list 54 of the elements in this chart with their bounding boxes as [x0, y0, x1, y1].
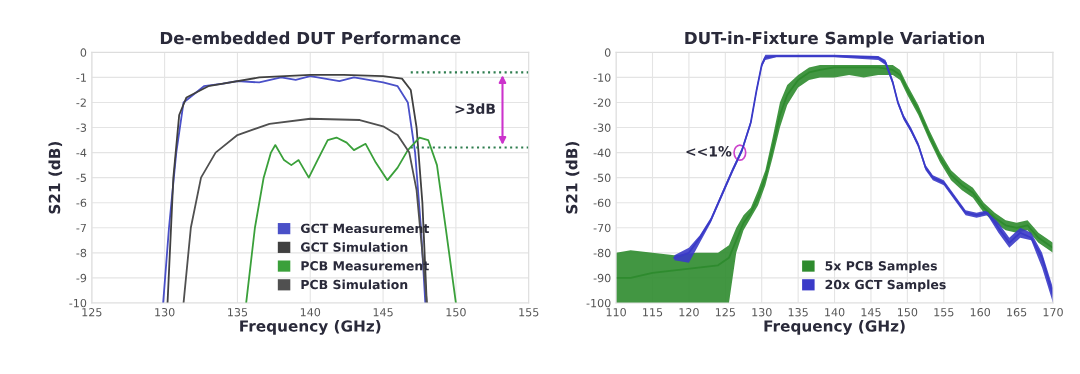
x-tick-label: 135	[228, 308, 248, 317]
y-tick-label: -8	[76, 248, 87, 258]
x-tick-label: 155	[934, 308, 954, 317]
x-tick-label: 120	[679, 308, 699, 317]
x-tick-label: 125	[82, 308, 102, 317]
x-tick-label: 165	[1007, 308, 1027, 317]
chart-title: De-embedded DUT Performance	[160, 31, 461, 45]
y-tick-label: -5	[76, 173, 86, 183]
x-tick-label: 170	[1043, 308, 1063, 317]
y-tick-label: -1	[76, 73, 86, 82]
y-tick-label: -80	[593, 248, 611, 258]
y-tick-label: -2	[76, 98, 86, 107]
x-tick-label: 145	[861, 308, 881, 317]
y-tick-label: -40	[593, 148, 611, 157]
x-tick-label: 160	[970, 308, 991, 317]
y-tick-label: -7	[76, 223, 86, 232]
annotation: <<1%	[686, 146, 732, 157]
x-tick-label: 140	[825, 308, 845, 317]
y-tick-label: 0	[604, 48, 611, 57]
annotation: >3dB	[455, 103, 495, 115]
legend-label: 5x PCB Samples	[825, 260, 937, 273]
x-axis-title: Frequency (GHz)	[240, 319, 381, 335]
y-tick-label: -10	[69, 298, 87, 308]
y-tick-label: -3	[76, 123, 87, 132]
x-tick-label: 145	[373, 308, 393, 317]
legend-label: GCT Simulation	[300, 242, 408, 252]
x-tick-label: 150	[446, 308, 466, 317]
y-tick-label: -6	[76, 198, 87, 208]
x-tick-label: 125	[715, 308, 735, 317]
y-tick-label: -100	[586, 298, 611, 308]
x-tick-label: 135	[788, 308, 808, 317]
y-tick-label: -90	[593, 273, 611, 283]
x-tick-label: 140	[300, 308, 321, 317]
x-tick-label: 150	[897, 308, 918, 317]
y-tick-label: -4	[76, 148, 87, 157]
x-axis-title: Frequency (GHz)	[764, 319, 905, 335]
y-tick-label: -9	[76, 273, 87, 283]
x-tick-label: 115	[643, 308, 663, 317]
y-tick-label: -50	[593, 173, 611, 183]
y-axis-title: S21 (dB)	[48, 141, 63, 214]
y-tick-label: -10	[593, 73, 611, 82]
y-tick-label: -20	[593, 98, 611, 107]
x-tick-label: 155	[519, 308, 539, 317]
x-tick-label: 110	[606, 308, 626, 317]
chart-title: DUT-in-Fixture Sample Variation	[685, 31, 984, 48]
x-tick-label: 130	[155, 308, 175, 317]
y-tick-label: -70	[593, 223, 611, 233]
y-axis-title: S21 (dB)	[565, 141, 580, 214]
y-tick-label: 0	[80, 48, 87, 57]
y-tick-label: -30	[593, 123, 611, 132]
legend-label: 20x GCT Samples	[825, 279, 946, 292]
legend-label: PCB Simulation	[301, 279, 408, 290]
y-tick-label: -60	[593, 198, 611, 208]
x-tick-label: 130	[752, 308, 772, 317]
